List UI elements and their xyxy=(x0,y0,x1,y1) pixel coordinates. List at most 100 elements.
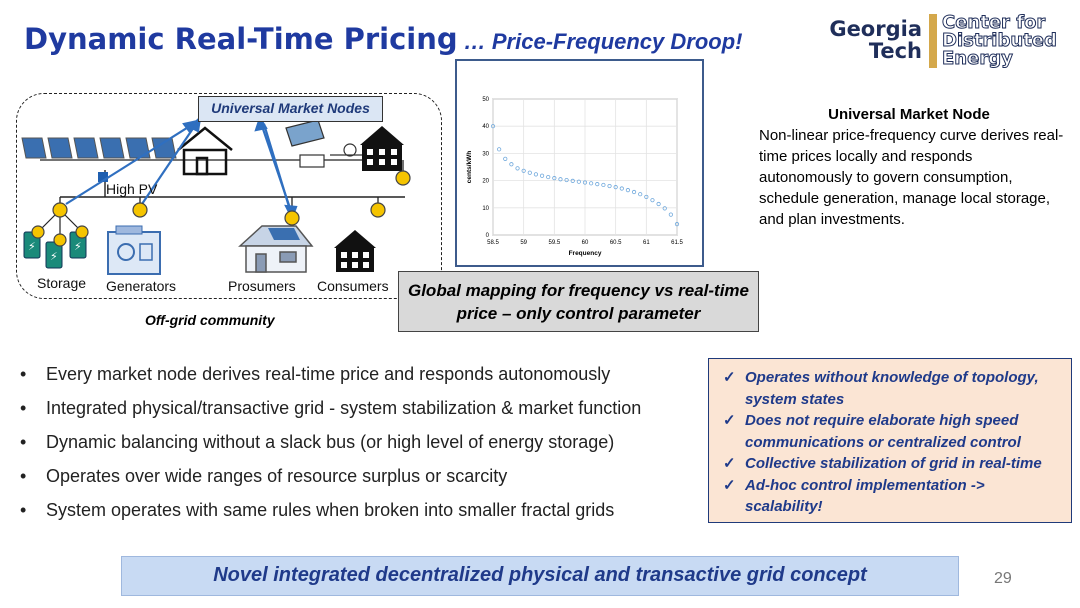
y-tick-label: 0 xyxy=(486,233,490,239)
market-node-building xyxy=(395,170,411,186)
logo-energy: Energy xyxy=(942,48,1014,69)
logo-center-for: Center for xyxy=(942,12,1046,33)
page-number: 29 xyxy=(994,570,1012,587)
check-icon: ✓ xyxy=(723,369,736,386)
x-axis-label: Frequency xyxy=(569,250,602,257)
market-node-storage xyxy=(52,202,68,218)
data-point xyxy=(595,182,600,187)
checklist-item: ✓ Does not require elaborate high speed c… xyxy=(723,412,1021,451)
checklist-item: ✓ Operates without knowledge of topology,… xyxy=(723,369,1039,408)
y-tick-label: 40 xyxy=(482,124,489,130)
data-point xyxy=(533,172,539,177)
data-point xyxy=(674,222,680,227)
apartment-building-icon xyxy=(360,126,404,171)
consumer-building-icon xyxy=(334,230,376,272)
data-point xyxy=(662,206,667,211)
global-mapping-note: Global mapping for frequency vs real-tim… xyxy=(398,271,759,332)
data-point xyxy=(625,188,631,193)
concept-banner: Novel integrated decentralized physical … xyxy=(121,556,959,596)
data-point xyxy=(582,180,588,185)
logo-distributed: Distributed xyxy=(942,30,1058,51)
data-point xyxy=(558,177,563,182)
prosumer-house-icon xyxy=(238,225,314,273)
market-node-dots xyxy=(31,170,411,247)
y-tick-label: 30 xyxy=(482,151,489,157)
data-point xyxy=(668,212,673,217)
data-point xyxy=(490,124,496,129)
data-point xyxy=(539,173,545,178)
x-tick-label: 61 xyxy=(643,240,650,246)
data-point xyxy=(656,201,661,207)
data-point xyxy=(570,178,575,183)
y-tick-label: 10 xyxy=(482,206,489,212)
svg-text:⚡: ⚡ xyxy=(50,250,58,263)
pv-inverter-icon xyxy=(98,172,108,182)
universal-market-nodes-label: Universal Market Nodes xyxy=(198,96,383,122)
georgia-tech-logo: Georgia Tech Center for Distributed Ener… xyxy=(826,12,1076,70)
data-point xyxy=(638,192,643,197)
logo-tech: Tech xyxy=(868,39,922,63)
price-frequency-chart: 58.5 59 59.5 60 60.5 61 61.5 0 10 20 30 40 50 Frequen… xyxy=(455,59,704,267)
benefits-checklist: ✓ Operates without knowledge of topology,… xyxy=(708,358,1072,523)
bullet-item: System operates with same rules when bro… xyxy=(20,496,700,530)
umn-description: Non-linear price-frequency curve derives… xyxy=(759,127,1064,228)
data-point xyxy=(650,198,655,203)
consumers-label: Consumers xyxy=(317,278,389,294)
checklist-item: ✓ Ad-hoc control implementation -> scalab… xyxy=(723,476,985,516)
check-icon: ✓ xyxy=(723,476,736,494)
prosumers-label: Prosumers xyxy=(228,278,296,294)
data-point xyxy=(613,185,618,190)
storage-label: Storage xyxy=(37,275,87,291)
community-diagram: ⚡ ⚡ ⚡ xyxy=(21,115,411,275)
check-icon: ✓ xyxy=(723,455,736,472)
checklist-item: ✓ Collective stabilization of grid in rea… xyxy=(719,453,1063,475)
market-node-generators xyxy=(132,202,148,218)
data-point xyxy=(644,194,649,200)
x-tick-label: 60 xyxy=(582,240,589,246)
bullet-list: Every market node derives real-time pric… xyxy=(20,360,700,530)
data-point xyxy=(619,186,624,191)
data-point xyxy=(497,147,502,152)
data-point xyxy=(521,168,526,173)
title-main: Dynamic Real-Time Pricing xyxy=(24,22,458,56)
data-point xyxy=(631,189,637,195)
market-node-consumers xyxy=(370,202,386,218)
data-point xyxy=(509,162,514,167)
house-outline-icon xyxy=(177,126,233,176)
logo-divider xyxy=(929,14,937,68)
universal-market-node-panel: Universal Market Node Non-linear price-f… xyxy=(759,104,1069,230)
umn-heading: Universal Market Node xyxy=(828,106,990,123)
data-point xyxy=(552,176,557,181)
logo-georgia: Georgia xyxy=(829,17,922,41)
data-point xyxy=(607,183,612,189)
generator-icon xyxy=(107,225,161,275)
off-grid-caption: Off-grid community xyxy=(145,312,275,328)
community-boundary xyxy=(16,93,442,299)
x-tick-label: 61.5 xyxy=(671,240,683,246)
check-icon: ✓ xyxy=(723,412,736,429)
x-tick-label: 59 xyxy=(520,240,527,246)
slide-title: Dynamic Real-Time Pricing … Price-Freque… xyxy=(24,22,743,56)
data-point xyxy=(589,181,594,186)
svg-text:⚡: ⚡ xyxy=(74,240,82,253)
data-point xyxy=(515,166,520,171)
x-tick-label: 59.5 xyxy=(548,240,560,246)
svg-text:⚡: ⚡ xyxy=(28,240,36,253)
solar-panel-array-icon xyxy=(21,137,177,182)
bullet-item: Integrated physical/transactive grid - s… xyxy=(20,394,700,428)
y-tick-label: 50 xyxy=(482,97,489,103)
generators-label: Generators xyxy=(106,278,177,294)
high-pv-label: High PV xyxy=(106,181,158,197)
solar-home-icon xyxy=(285,119,365,168)
market-node-prosumers xyxy=(284,210,300,226)
y-axis-label: cents/kWh xyxy=(466,151,473,184)
data-point xyxy=(576,179,581,184)
bullet-item: Every market node derives real-time pric… xyxy=(20,360,700,394)
title-sub: … Price-Frequency Droop! xyxy=(457,29,743,54)
data-point xyxy=(601,182,606,188)
y-tick-label: 20 xyxy=(482,179,489,185)
x-tick-label: 58.5 xyxy=(487,240,499,246)
data-point xyxy=(564,177,569,183)
data-point xyxy=(527,170,532,175)
x-tick-label: 60.5 xyxy=(610,240,622,246)
